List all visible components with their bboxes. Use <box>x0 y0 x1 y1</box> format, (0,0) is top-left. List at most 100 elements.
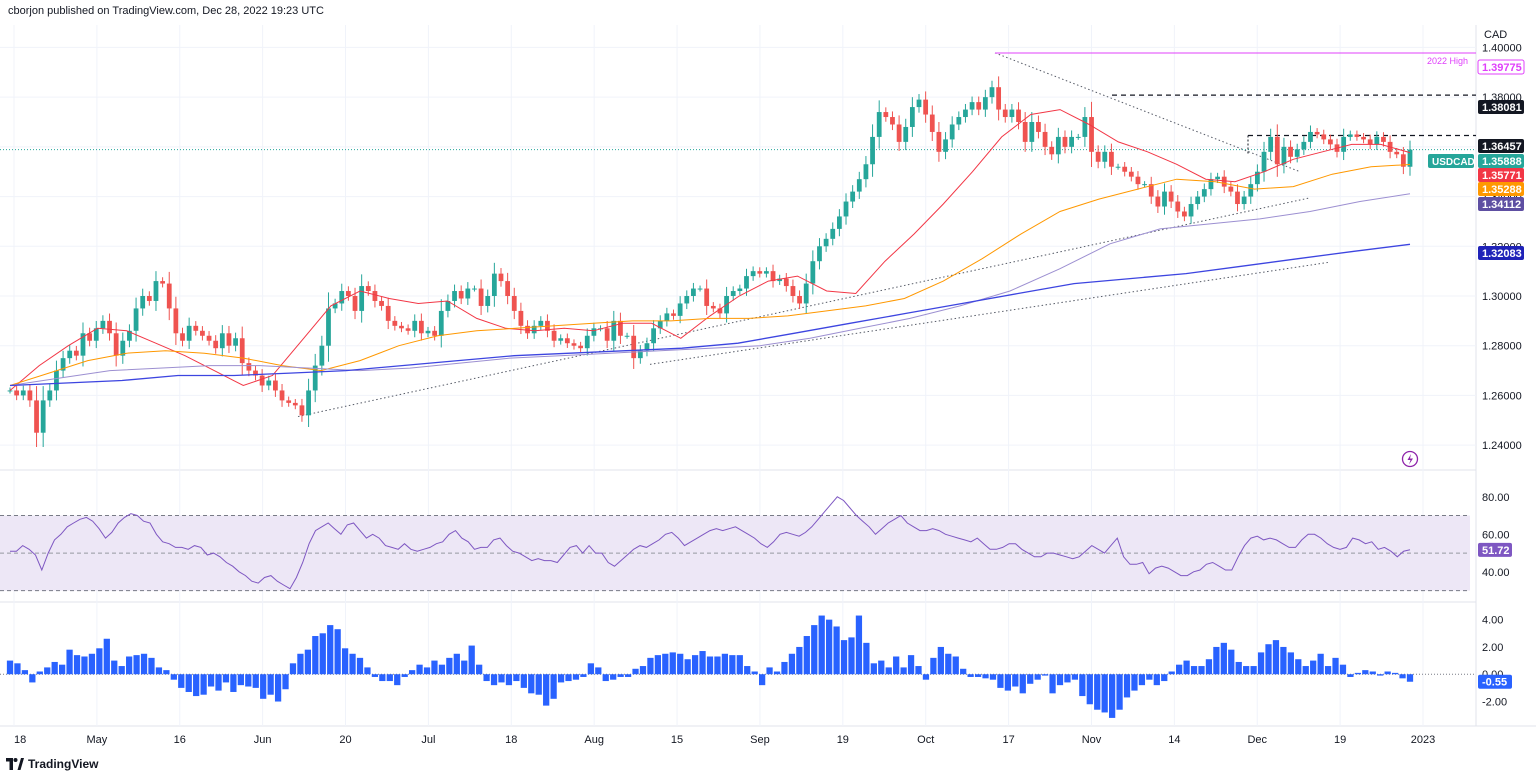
candle-body <box>352 296 358 311</box>
candle-body <box>651 328 656 344</box>
candle-body <box>1327 139 1333 145</box>
momentum-bar <box>1027 674 1034 684</box>
momentum-bar <box>1243 666 1250 675</box>
momentum-bar <box>1101 674 1108 713</box>
momentum-bar <box>952 656 959 675</box>
momentum-bar <box>1086 674 1093 705</box>
candle-body <box>982 97 988 110</box>
momentum-bar <box>215 674 222 691</box>
candle-body <box>1221 176 1227 187</box>
momentum-bar <box>36 671 43 675</box>
momentum-bar <box>1257 652 1265 675</box>
momentum-pane <box>0 615 1476 718</box>
price-tick-label: 1.24000 <box>1482 440 1522 452</box>
candle-body <box>20 390 26 396</box>
momentum-bar <box>431 660 438 675</box>
candle-body <box>120 340 126 356</box>
momentum-bar <box>1317 653 1324 675</box>
momentum-bar <box>289 663 297 675</box>
candle-body <box>392 320 398 326</box>
lightning-icon[interactable] <box>1401 450 1419 468</box>
candle-body <box>14 390 20 396</box>
momentum-bar <box>1272 640 1280 675</box>
candle-body <box>1122 166 1128 172</box>
momentum-bar <box>893 656 900 675</box>
candle-body <box>511 296 517 311</box>
momentum-bar <box>922 674 930 680</box>
candle-body <box>909 107 915 127</box>
momentum-bar <box>759 674 766 686</box>
candle-body <box>684 296 690 304</box>
momentum-bar <box>878 660 885 675</box>
candle-body <box>823 238 829 247</box>
candle-body <box>1016 109 1021 122</box>
momentum-bar <box>833 626 840 675</box>
candle-body <box>80 333 86 356</box>
candle-body <box>1188 204 1194 217</box>
momentum-bar <box>855 615 863 675</box>
candle-body <box>1308 131 1313 142</box>
candle-body <box>1148 184 1154 197</box>
candle-body <box>923 99 929 115</box>
momentum-bar <box>647 657 654 675</box>
candle-body <box>1182 211 1187 217</box>
momentum-bar <box>178 674 185 688</box>
candle-body <box>465 288 471 299</box>
candle-body <box>783 278 789 287</box>
candle-body <box>631 335 637 359</box>
momentum-bar <box>1041 674 1049 676</box>
time-tick-label: 2023 <box>1411 734 1435 746</box>
momentum-bar <box>1190 666 1198 675</box>
momentum-bar <box>267 674 274 695</box>
candle-body <box>744 276 749 289</box>
time-tick-label: 18 <box>505 734 517 746</box>
candle-body <box>146 296 152 301</box>
momentum-bar <box>1377 674 1384 676</box>
momentum-bar <box>282 674 289 690</box>
sma200-line <box>9 243 1411 387</box>
axes: 1.400001.380001.360001.340001.320001.300… <box>14 29 1525 746</box>
candle-body <box>273 380 278 391</box>
momentum-bar <box>155 667 163 675</box>
candle-body <box>1062 136 1068 147</box>
candle-body <box>856 179 862 192</box>
momentum-bar <box>96 648 103 675</box>
time-tick-label: 19 <box>1334 734 1346 746</box>
momentum-bar <box>1034 674 1041 680</box>
momentum-bar <box>528 674 535 694</box>
candle-body <box>989 87 995 98</box>
momentum-bar <box>595 667 602 675</box>
momentum-bar <box>1310 660 1317 675</box>
candle-body <box>710 305 716 309</box>
momentum-bar <box>453 653 460 675</box>
momentum-bar <box>423 667 431 675</box>
candle-body <box>618 320 623 336</box>
candle-body <box>1042 131 1048 147</box>
momentum-bar <box>1332 657 1339 675</box>
momentum-bar <box>274 674 282 702</box>
candle-body <box>7 390 13 392</box>
momentum-bar <box>639 666 647 675</box>
candle-body <box>1195 196 1201 205</box>
momentum-bar <box>557 674 565 683</box>
candle-body <box>704 288 710 306</box>
candle-body <box>1215 176 1220 180</box>
candle-body <box>677 303 683 316</box>
candle-body <box>1175 201 1181 212</box>
momentum-bar <box>602 674 609 682</box>
candle-body <box>584 335 590 349</box>
candle-body <box>1128 171 1134 177</box>
momentum-value-tag-bg <box>1478 674 1512 689</box>
footer: TradingView <box>6 757 98 771</box>
rsi-line <box>10 496 1411 590</box>
candle-body <box>27 390 33 401</box>
momentum-bar <box>1391 672 1399 675</box>
candle-body <box>173 308 179 334</box>
momentum-bar <box>438 664 446 675</box>
momentum-bar <box>915 666 922 675</box>
candle-body <box>1321 134 1327 140</box>
momentum-bar <box>14 663 21 675</box>
momentum-tick-label: 4.00 <box>1482 615 1503 627</box>
momentum-bar <box>997 674 1004 688</box>
